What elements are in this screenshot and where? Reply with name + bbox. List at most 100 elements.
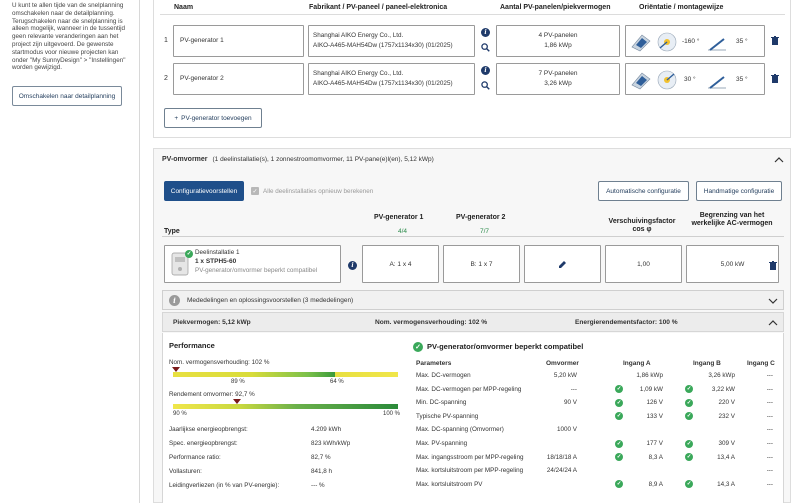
input-c-value: --- (766, 385, 773, 393)
param-label: Max. DC-spanning (Omvormer) (416, 426, 504, 434)
ratio-bar (173, 372, 398, 377)
ok-check-icon: ✓ (685, 480, 693, 489)
config-suggestions-button[interactable]: Configuratievoorstellen (164, 181, 244, 201)
inverter-value: 24/24/24 A (546, 467, 577, 475)
module-field[interactable]: Shanghai AIKO Energy Co., Ltd. AIKO-A465… (308, 25, 475, 57)
input-b-header: Ingang B (693, 360, 721, 367)
module-value: AIKO-A465-MAH54Dw (1757x1134x30) (01/202… (313, 80, 453, 87)
ok-check-icon: ✓ (413, 342, 423, 352)
orientation-field[interactable]: -160 ° 35 ° (625, 25, 765, 57)
input-b-value: 3,22 kW (711, 385, 735, 393)
col-manufacturer-header: Fabrikant / PV-paneel / paneel-elektroni… (309, 4, 448, 11)
compass-sun-icon (657, 32, 677, 52)
subinstallation-card[interactable]: ✓ Deelinstallatie 1 1 x STPH5-60 PV-gene… (164, 245, 341, 283)
ok-check-icon: ✓ (615, 398, 623, 407)
peak-power-summary: Piekvermogen: 5,12 kWp (173, 319, 251, 326)
info-icon[interactable]: i (348, 261, 357, 270)
compat-title: PV-generator/omvormer beperkt compatibel (427, 342, 584, 351)
edit-config-button[interactable] (524, 245, 601, 283)
panel-count-field[interactable]: 7 PV-panelen 3,26 kWp (496, 63, 620, 95)
trash-icon[interactable] (771, 36, 779, 45)
input-a-value: 177 V (646, 440, 663, 447)
eff-tick-left: 90 % (173, 411, 187, 417)
col-limit-header: Begrenzing van het werkelijke AC-vermoge… (691, 212, 773, 227)
panel-count-field[interactable]: 4 PV-panelen 1,86 kWp (496, 25, 620, 57)
input-a-field[interactable]: A: 1 x 4 (362, 245, 439, 283)
input-c-header: Ingang C (747, 360, 775, 367)
auto-config-button[interactable]: Automatische configuratie (598, 181, 689, 201)
module-field[interactable]: Shanghai AIKO Energy Co., Ltd. AIKO-A465… (308, 63, 475, 95)
module-value: AIKO-A465-MAH54Dw (1757x1134x30) (01/202… (313, 42, 453, 49)
inverter-summary: (1 deelinstallatie(s), 1 zonnestroomomvo… (212, 156, 434, 163)
col-name-header: Naam (174, 4, 194, 11)
ok-check-icon: ✓ (685, 453, 693, 462)
input-c-value: --- (766, 426, 773, 434)
inverter-value: 18/18/18 A (546, 453, 577, 461)
switch-to-detail-button[interactable]: Omschakelen naar detailplanning (12, 86, 122, 106)
peak-power-value: 3,26 kWp (544, 80, 572, 87)
gen2-count: 7/7 (480, 228, 490, 235)
cos-phi-value: 1,00 (637, 261, 650, 268)
input-b-value: 220 V (718, 399, 735, 407)
trash-icon[interactable] (771, 74, 779, 83)
generator-name-value: PV-generator 1 (180, 37, 224, 44)
trash-icon[interactable] (769, 261, 777, 270)
ok-check-icon: ✓ (615, 439, 623, 448)
generator-name-field[interactable]: PV-generator 2 (173, 63, 304, 95)
row-index: 1 (164, 37, 168, 44)
stat-value: 4.209 kWh (311, 426, 342, 433)
stat-value: 82,7 % (311, 454, 331, 461)
manual-config-button[interactable]: Handmatige configuratie (696, 181, 782, 201)
inverter-device-icon (171, 252, 189, 276)
ok-check-icon: ✓ (685, 398, 693, 407)
inverter-value: 90 V (564, 399, 577, 407)
cos-phi-field[interactable]: 1,00 (605, 245, 682, 283)
param-label: Min. DC-spanning (416, 399, 467, 407)
param-header: Parameters (416, 360, 452, 367)
search-icon[interactable] (481, 43, 490, 52)
panel-count-value: 4 PV-panelen (538, 32, 578, 39)
input-b-value: 13,4 A (717, 453, 735, 461)
messages-label: Mededelingen en oplossingsvoorstellen (3… (187, 297, 354, 304)
panel-count-value: 7 PV-panelen (538, 70, 578, 77)
col-orientation-header: Oriëntatie / montagewijze (639, 4, 724, 11)
info-icon[interactable]: i (481, 66, 490, 75)
input-c-value: --- (766, 453, 773, 461)
stat-value: 841,8 h (311, 468, 333, 475)
input-b-value: 3,26 kWp (708, 372, 735, 379)
stat-value: 823 kWh/kWp (311, 440, 351, 447)
add-generator-button[interactable]: + PV-generator toevoegen (164, 108, 262, 128)
orientation-field[interactable]: 30 ° 35 ° (625, 63, 765, 95)
col-type-header: Type (164, 228, 180, 235)
chevron-up-icon (768, 320, 778, 326)
stat-label: Leidingverliezen (in % van PV-energie): (169, 482, 280, 489)
sidebar-info-text: U kunt te allen tijde van de snelplannin… (12, 2, 126, 72)
azimuth-value: -160 ° (682, 38, 700, 45)
stat-label: Jaarlijkse energieopbrengst: (169, 426, 248, 433)
recalc-checkbox[interactable]: ✓ (251, 187, 259, 195)
manufacturer-value: Shanghai AIKO Energy Co., Ltd. (313, 70, 404, 77)
stat-label: Performance ratio: (169, 454, 221, 461)
messages-bar[interactable]: i Mededelingen en oplossingsvoorstellen … (162, 290, 784, 310)
col-gen2-header: PV-generator 2 (456, 214, 506, 221)
param-label: Max. kortsluitstroom PV (416, 480, 483, 488)
input-c-value: --- (766, 412, 773, 420)
input-c-value: --- (766, 440, 773, 447)
param-label: Max. ingangsstroom per MPP-regeling (416, 453, 524, 461)
tilt-value: 35 ° (736, 76, 748, 83)
chevron-up-icon[interactable] (774, 157, 784, 163)
inverter-model: 1 x STPH5-60 (195, 258, 237, 265)
input-c-value: --- (766, 467, 773, 475)
generator-name-field[interactable]: PV-generator 1 (173, 25, 304, 57)
ok-check-icon: ✓ (615, 480, 623, 489)
input-a-header: Ingang A (623, 360, 651, 367)
info-icon[interactable]: i (481, 28, 490, 37)
ac-limit-field[interactable]: 5,00 kW (686, 245, 779, 283)
input-b-field[interactable]: B: 1 x 7 (443, 245, 520, 283)
tilt-angle-icon (708, 76, 726, 89)
col-count-header: Aantal PV-panelen/piekvermogen (500, 4, 611, 11)
search-icon[interactable] (481, 81, 490, 90)
summary-bar[interactable]: Piekvermogen: 5,12 kWp Nom. vermogensver… (162, 312, 784, 332)
input-c-value: --- (766, 399, 773, 407)
plus-icon: + (174, 114, 179, 122)
